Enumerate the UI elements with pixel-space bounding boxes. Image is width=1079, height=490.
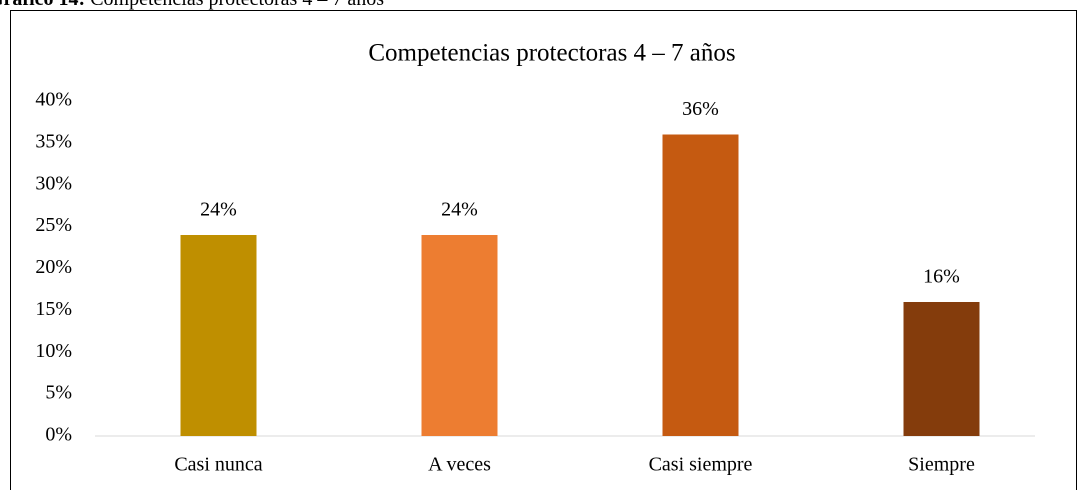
bar	[662, 134, 739, 436]
y-tick-label: 20%	[35, 256, 72, 278]
bar	[903, 302, 980, 436]
y-tick-label: 5%	[45, 382, 72, 404]
data-label: 24%	[441, 199, 478, 221]
y-tick-label: 25%	[35, 214, 72, 236]
y-tick-label: 15%	[35, 298, 72, 320]
caption-text: Competencias protectoras 4 – 7 años	[90, 0, 384, 10]
data-label: 36%	[682, 98, 719, 120]
y-tick-label: 35%	[35, 130, 72, 152]
y-tick-label: 10%	[35, 340, 72, 362]
y-tick-label: 40%	[35, 89, 72, 111]
x-tick-label: Siempre	[908, 454, 975, 476]
bar	[421, 235, 498, 436]
x-tick-label: Casi nunca	[174, 454, 262, 476]
bar	[180, 235, 257, 436]
caption-label: Gráfico 14:	[0, 0, 85, 10]
chart-title: Competencias protectoras 4 – 7 años	[368, 40, 735, 67]
x-tick-label: A veces	[428, 454, 491, 476]
data-label: 24%	[200, 199, 237, 221]
data-label: 16%	[923, 266, 960, 288]
y-tick-label: 0%	[45, 424, 72, 446]
x-tick-label: Casi siempre	[649, 454, 753, 476]
y-tick-label: 30%	[35, 172, 72, 194]
caption: Gráfico 14: Competencias protectoras 4 – …	[0, 0, 384, 10]
